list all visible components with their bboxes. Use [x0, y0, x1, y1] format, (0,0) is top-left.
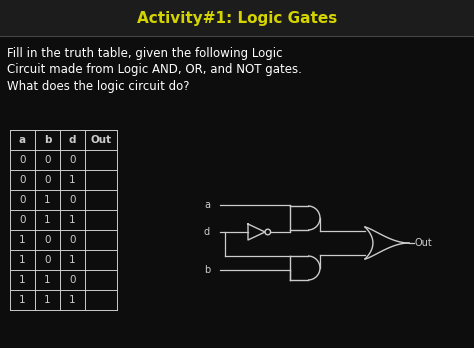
Text: 1: 1 — [19, 235, 26, 245]
Text: 0: 0 — [69, 275, 76, 285]
Text: 0: 0 — [44, 235, 51, 245]
Text: 1: 1 — [19, 275, 26, 285]
Text: 0: 0 — [19, 155, 26, 165]
Text: 1: 1 — [44, 195, 51, 205]
Text: b: b — [204, 265, 210, 275]
Text: 0: 0 — [19, 175, 26, 185]
Text: a: a — [19, 135, 26, 145]
Text: a: a — [204, 200, 210, 210]
Text: 1: 1 — [19, 255, 26, 265]
Text: 1: 1 — [44, 295, 51, 305]
Text: 0: 0 — [44, 175, 51, 185]
Text: 0: 0 — [69, 235, 76, 245]
Text: Activity#1: Logic Gates: Activity#1: Logic Gates — [137, 10, 337, 25]
Text: 1: 1 — [69, 215, 76, 225]
Text: b: b — [44, 135, 51, 145]
Text: 1: 1 — [69, 255, 76, 265]
Text: What does the logic circuit do?: What does the logic circuit do? — [7, 80, 190, 93]
Text: Circuit made from Logic AND, OR, and NOT gates.: Circuit made from Logic AND, OR, and NOT… — [7, 63, 302, 76]
Text: 0: 0 — [44, 255, 51, 265]
Text: Out: Out — [415, 238, 433, 248]
Text: Fill in the truth table, given the following Logic: Fill in the truth table, given the follo… — [7, 47, 283, 60]
FancyBboxPatch shape — [0, 0, 474, 36]
Text: 0: 0 — [69, 155, 76, 165]
Text: 1: 1 — [44, 275, 51, 285]
Text: Out: Out — [91, 135, 111, 145]
Text: 0: 0 — [69, 195, 76, 205]
Text: d: d — [204, 227, 210, 237]
Text: d: d — [69, 135, 76, 145]
Text: 1: 1 — [69, 295, 76, 305]
Text: 0: 0 — [19, 215, 26, 225]
Text: 1: 1 — [19, 295, 26, 305]
Text: 1: 1 — [69, 175, 76, 185]
Text: 0: 0 — [19, 195, 26, 205]
Text: 0: 0 — [44, 155, 51, 165]
Text: 1: 1 — [44, 215, 51, 225]
